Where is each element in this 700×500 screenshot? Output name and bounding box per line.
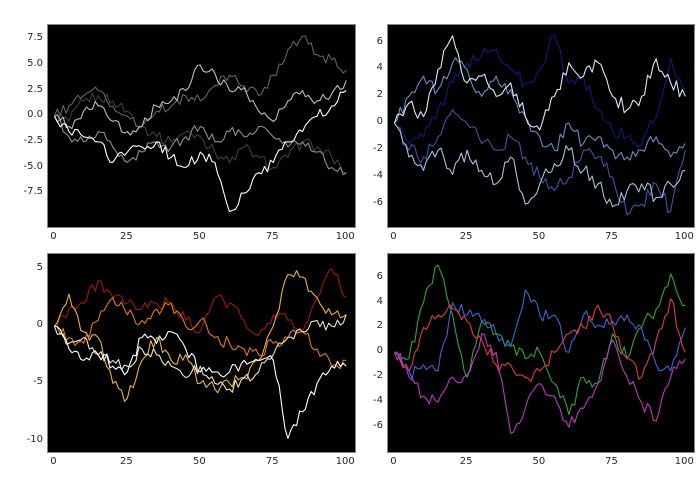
plot-bottom-left-hot-random-walks [47, 253, 356, 453]
series-line-walk-1 [53, 92, 347, 174]
x-tick-label: 75 [605, 456, 618, 467]
x-tick-label: 0 [50, 231, 57, 242]
x-tick-label: 100 [674, 231, 694, 242]
y-tick-label: -6 [373, 420, 383, 432]
y-tick-label: 2 [376, 320, 383, 332]
series-line-walk-4 [393, 122, 686, 208]
y-tick-label: 0 [36, 319, 43, 331]
series-line-walk-2 [53, 35, 347, 128]
x-tick-label: 50 [532, 231, 546, 242]
y-tick-label: -2 [373, 370, 383, 382]
y-tick-label: 6 [376, 270, 383, 282]
series-line-walk-5 [393, 35, 686, 131]
x-tick-label: 0 [390, 456, 397, 467]
y-tick-label: -5 [33, 376, 43, 388]
y-tick-label: -2.5 [23, 134, 43, 146]
y-tick-label: 4 [376, 62, 383, 74]
y-tick-label: -2 [373, 143, 383, 155]
series-line-walk-3 [393, 57, 686, 161]
x-tick-label: 100 [674, 456, 694, 467]
plot-top-right-blue-random-walks [387, 24, 695, 228]
series-line-walk-3 [53, 270, 347, 402]
series-line-walk-4 [53, 314, 347, 393]
series-line-walk-5 [53, 90, 347, 213]
series-line-walk-4 [54, 64, 347, 136]
x-tick-label: 0 [390, 231, 397, 242]
line-series-svg [393, 34, 686, 216]
series-line-walk-5 [54, 325, 347, 439]
x-tick-label: 0 [50, 456, 57, 467]
series-line-walk-1 [393, 34, 686, 149]
series-line-walk-4 [393, 333, 686, 434]
y-tick-label: -4 [373, 395, 383, 407]
series-line-walk-3 [394, 298, 686, 383]
y-tick-label: 0 [376, 116, 383, 128]
y-tick-label: 7.5 [27, 32, 43, 44]
x-tick-label: 75 [265, 456, 279, 467]
x-tick-label: 25 [120, 456, 133, 467]
x-tick-label: 50 [532, 456, 546, 467]
x-tick-label: 25 [459, 231, 473, 242]
y-tick-label: -10 [26, 433, 43, 445]
y-tick-label: 5 [36, 261, 43, 273]
line-series-svg [53, 268, 347, 439]
y-tick-label: 4 [376, 295, 383, 307]
series-line-walk-1 [54, 268, 347, 336]
y-tick-label: 5.0 [27, 57, 43, 69]
y-tick-label: 2 [376, 89, 383, 101]
y-tick-label: 0.0 [27, 109, 43, 121]
x-tick-label: 75 [605, 231, 618, 242]
line-series-svg [393, 264, 686, 434]
series-line-walk-2 [394, 289, 686, 381]
x-tick-label: 100 [335, 231, 355, 242]
y-tick-label: 2.5 [27, 83, 43, 95]
y-tick-label: -6 [373, 197, 383, 209]
line-series-svg [53, 35, 347, 213]
plot-top-left-grey-random-walks [47, 24, 356, 228]
y-tick-label: -5.0 [23, 160, 43, 172]
x-tick-label: 50 [192, 231, 206, 242]
y-tick-label: 6 [376, 35, 383, 47]
series-line-walk-3 [53, 116, 347, 176]
y-tick-label: 0 [376, 345, 383, 357]
series-line-walk-2 [54, 296, 347, 370]
x-tick-label: 25 [120, 231, 133, 242]
y-tick-label: -7.5 [23, 186, 43, 198]
x-tick-label: 50 [192, 456, 206, 467]
x-tick-label: 100 [335, 456, 355, 467]
x-tick-label: 25 [459, 456, 473, 467]
x-tick-label: 75 [265, 231, 279, 242]
plot-bottom-right-bright-random-walks [387, 253, 695, 453]
series-line-walk-2 [393, 109, 686, 216]
series-line-walk-1 [394, 264, 686, 416]
y-tick-label: -4 [373, 170, 383, 182]
